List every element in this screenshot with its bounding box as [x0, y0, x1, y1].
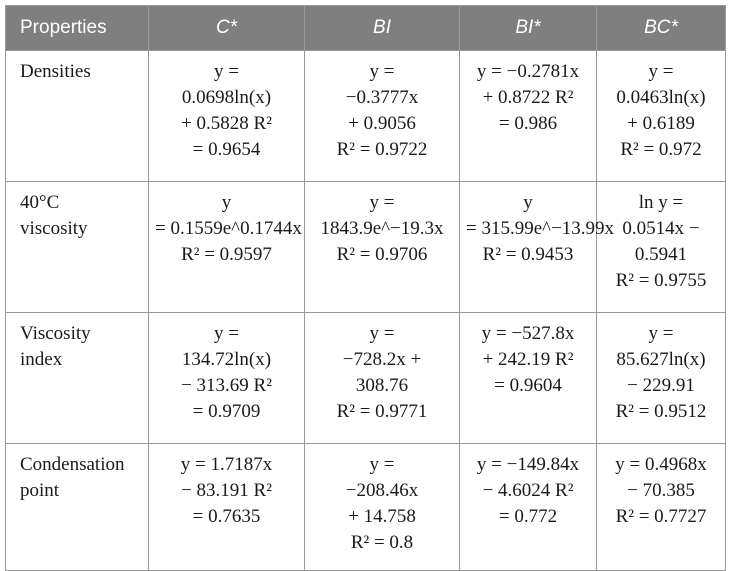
- property-cell: Viscosity index: [5, 312, 149, 444]
- header-bi: BI: [304, 5, 460, 51]
- equation-cell-bi: y = 1843.9e^−19.3x R² = 0.9706: [304, 181, 460, 313]
- equation-cell-bc-star: ln y = 0.0514x − 0.5941 R² = 0.9755: [596, 181, 726, 313]
- regression-table: Properties C* BI BI* BC* Densities y = 0.0…: [5, 5, 726, 571]
- equation-line: 0.0514x −: [622, 218, 700, 239]
- equation-cell-bc-star: y = 0.0463ln(x) + 0.6189 R² = 0.972: [596, 50, 726, 182]
- header-row: Properties C* BI BI* BC*: [5, 5, 726, 51]
- equation-cell-bi: y = −728.2x + 308.76 R² = 0.9771: [304, 312, 460, 444]
- equation-line: −728.2x +: [342, 349, 422, 370]
- equation-line: 1843.9e^−19.3x: [320, 218, 444, 239]
- equation-line: −0.3777x: [345, 87, 419, 108]
- equation-line: y =: [369, 61, 395, 82]
- equation-line: ln y =: [638, 192, 684, 213]
- equation-line: = 0.986: [498, 113, 558, 134]
- equation-cell-bc-star: y = 0.4968x − 70.385 R² = 0.7727: [596, 443, 726, 571]
- equation-line: y =: [214, 61, 239, 82]
- property-label-line: Viscosity: [20, 323, 91, 344]
- equation-line: y =: [648, 61, 674, 82]
- equation-line: y = 1.7187x: [180, 454, 273, 475]
- equation-line: − 83.191 R²: [181, 480, 272, 501]
- equation-line: = 0.7635: [192, 506, 261, 527]
- equation-line: R² = 0.8: [350, 532, 414, 553]
- equation-line: + 242.19 R²: [482, 349, 574, 370]
- equation-line: 308.76: [355, 375, 409, 396]
- equation-line: = 0.9654: [192, 139, 261, 160]
- equation-line: y =: [648, 323, 674, 344]
- equation-line: + 14.758: [348, 506, 416, 527]
- equation-line: y = 0.4968x: [615, 454, 707, 475]
- table-row: Viscosity index y = 134.72ln(x) − 313.69 R² =…: [5, 312, 726, 444]
- property-label-line: Densities: [20, 61, 91, 82]
- equation-cell-bi: y = −208.46x + 14.758 R² = 0.8: [304, 443, 460, 571]
- equation-line: + 0.6189: [627, 113, 695, 134]
- property-label-line: viscosity: [20, 218, 88, 239]
- equation-line: − 229.91: [627, 375, 695, 396]
- header-bc-star: BC*: [596, 5, 726, 51]
- equation-line: = 0.1559e^0.1744x: [155, 218, 302, 239]
- property-cell: Condensation point: [5, 443, 149, 571]
- equation-cell-c-star: y = 0.1559e^0.1744x R² = 0.9597: [148, 181, 305, 313]
- equation-cell-c-star: y = 134.72ln(x) − 313.69 R² = 0.9709: [148, 312, 305, 444]
- equation-line: R² = 0.972: [620, 139, 702, 160]
- equation-line: y =: [214, 323, 239, 344]
- equation-cell-bi-star: y = −0.2781x + 0.8722 R² = 0.986: [459, 50, 597, 182]
- equation-line: y: [523, 192, 533, 213]
- equation-line: 85.627ln(x): [616, 349, 706, 370]
- equation-line: R² = 0.9453: [482, 244, 574, 265]
- equation-line: = 0.9604: [494, 375, 562, 396]
- property-cell: Densities: [5, 50, 149, 182]
- equation-cell-c-star: y = 0.0698ln(x) + 0.5828 R² = 0.9654: [148, 50, 305, 182]
- header-bi-star: BI*: [459, 5, 597, 51]
- equation-line: R² = 0.9512: [615, 401, 707, 422]
- equation-line: y =: [369, 323, 395, 344]
- equation-line: = 0.772: [498, 506, 558, 527]
- header-c-star: C*: [148, 5, 305, 51]
- equation-line: − 70.385: [627, 480, 695, 501]
- equation-line: = 0.9709: [192, 401, 261, 422]
- header-properties: Properties: [5, 5, 149, 51]
- table-row: 40°C viscosity y = 0.1559e^0.1744x R² = 0.95…: [5, 181, 726, 313]
- equation-cell-bc-star: y = 85.627ln(x) − 229.91 R² = 0.9512: [596, 312, 726, 444]
- equation-line: = 315.99e^−13.99x: [466, 218, 615, 239]
- equation-line: + 0.5828 R²: [181, 113, 272, 134]
- equation-cell-bi: y = −0.3777x + 0.9056 R² = 0.9722: [304, 50, 460, 182]
- equation-line: + 0.8722 R²: [482, 87, 574, 108]
- equation-line: 0.5941: [634, 244, 688, 265]
- equation-line: y =: [369, 454, 395, 475]
- equation-line: y = −527.8x: [481, 323, 575, 344]
- property-cell: 40°C viscosity: [5, 181, 149, 313]
- equation-line: + 0.9056: [348, 113, 416, 134]
- equation-line: 0.0698ln(x): [181, 87, 272, 108]
- equation-line: − 313.69 R²: [181, 375, 272, 396]
- equation-cell-bi-star: y = −149.84x − 4.6024 R² = 0.772: [459, 443, 597, 571]
- property-label-line: point: [20, 480, 60, 501]
- table-row: Condensation point y = 1.7187x − 83.191 R² =…: [5, 443, 726, 571]
- equation-line: R² = 0.9771: [336, 401, 428, 422]
- equation-line: 134.72ln(x): [181, 349, 272, 370]
- property-label-line: 40°C: [20, 192, 60, 213]
- equation-line: R² = 0.9597: [181, 244, 272, 265]
- equation-cell-bi-star: y = 315.99e^−13.99x R² = 0.9453: [459, 181, 615, 313]
- equation-line: R² = 0.9706: [336, 244, 428, 265]
- property-label-line: index: [20, 349, 63, 370]
- equation-cell-bi-star: y = −527.8x + 242.19 R² = 0.9604: [459, 312, 597, 444]
- equation-line: y: [221, 192, 232, 213]
- equation-line: y = −149.84x: [476, 454, 580, 475]
- equation-line: −208.46x: [345, 480, 419, 501]
- equation-cell-c-star: y = 1.7187x − 83.191 R² = 0.7635: [148, 443, 305, 571]
- equation-line: 0.0463ln(x): [616, 87, 706, 108]
- equation-line: − 4.6024 R²: [482, 480, 574, 501]
- equation-line: R² = 0.7727: [615, 506, 707, 527]
- equation-line: y =: [369, 192, 395, 213]
- property-label-line: Condensation: [20, 454, 125, 475]
- table-row: Densities y = 0.0698ln(x) + 0.5828 R² = 0.96…: [5, 50, 726, 182]
- equation-line: y = −0.2781x: [476, 61, 580, 82]
- equation-line: R² = 0.9755: [615, 270, 707, 291]
- equation-line: R² = 0.9722: [336, 139, 428, 160]
